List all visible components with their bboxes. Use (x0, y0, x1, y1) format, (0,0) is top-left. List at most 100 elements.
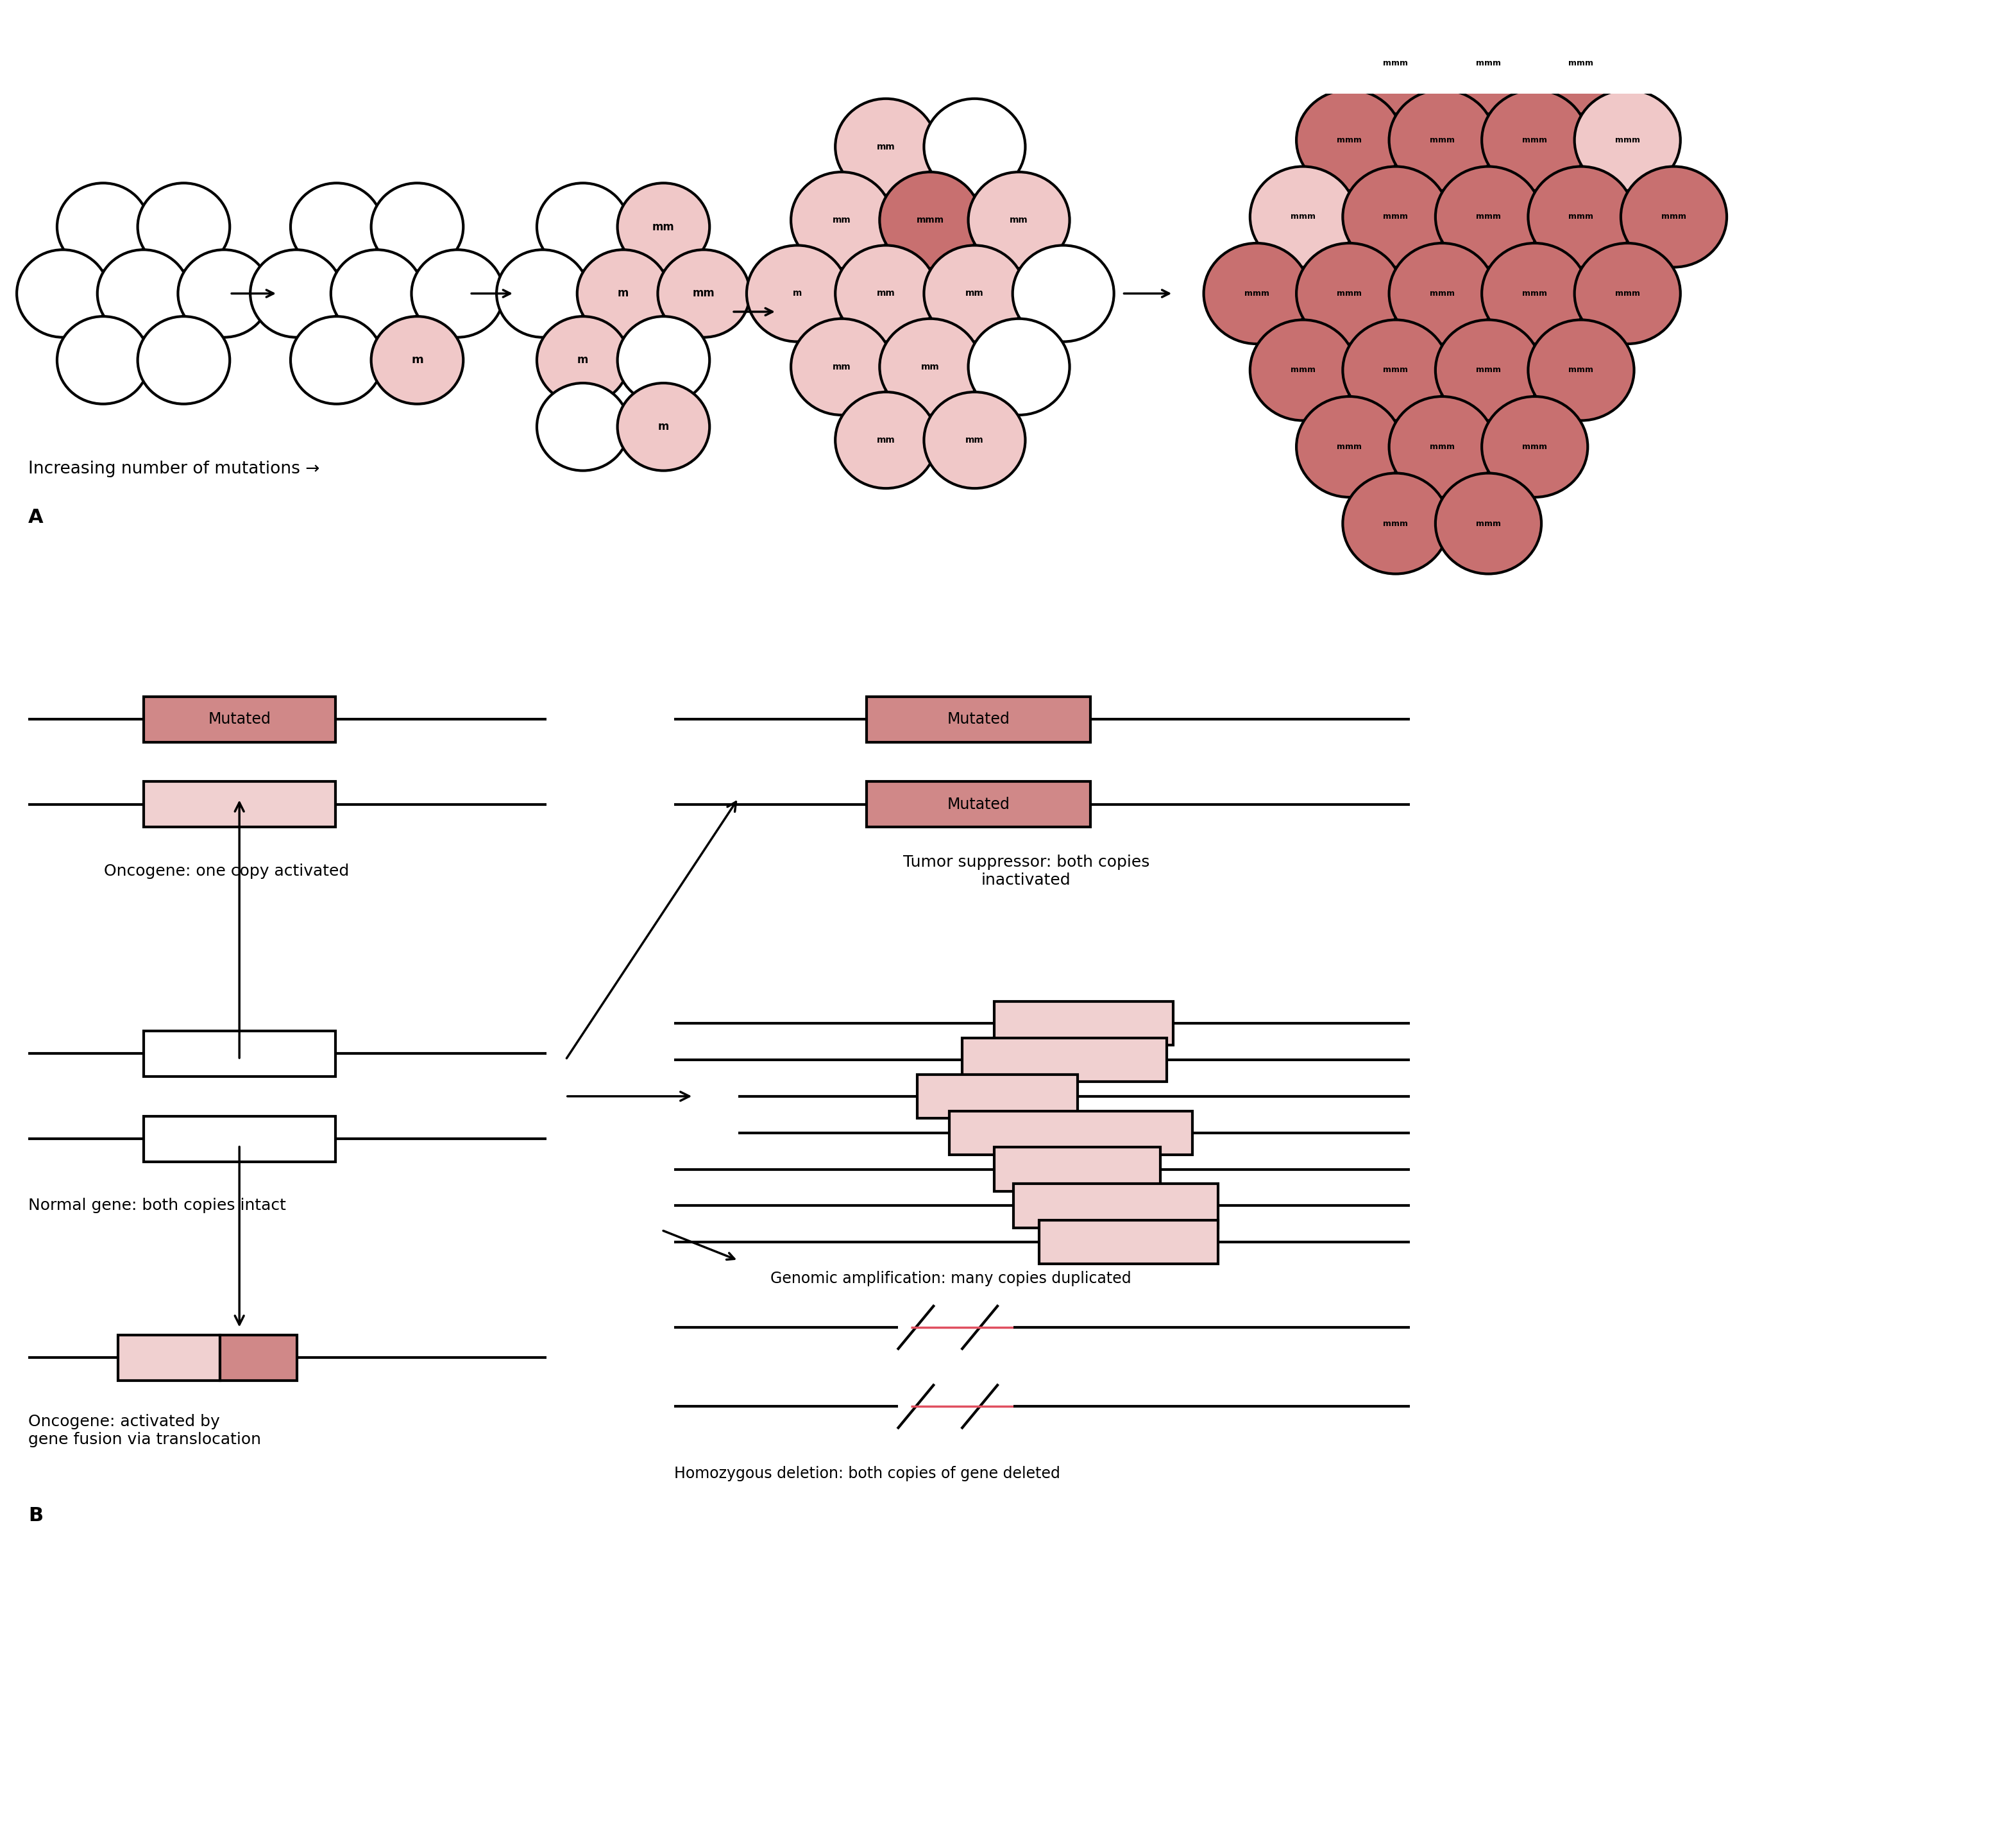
Text: Mutated: Mutated (948, 796, 1010, 813)
Circle shape (1389, 0, 1496, 37)
Bar (950, 1110, 1193, 1154)
Circle shape (1012, 246, 1115, 342)
Text: mmm: mmm (1568, 212, 1593, 222)
Bar (994, 1001, 1173, 1045)
Text: Tumor suppressor: both copies
inactivated: Tumor suppressor: both copies inactivate… (903, 855, 1149, 888)
Text: m: m (617, 288, 629, 299)
Bar (143, 781, 335, 827)
Circle shape (536, 382, 629, 471)
Text: mmm: mmm (1476, 519, 1500, 528)
Text: mmm: mmm (1290, 212, 1316, 222)
Circle shape (97, 249, 190, 338)
Circle shape (290, 316, 383, 404)
Bar (143, 1116, 335, 1162)
Circle shape (177, 249, 270, 338)
Circle shape (56, 183, 149, 272)
Circle shape (1389, 91, 1496, 190)
Circle shape (835, 392, 937, 488)
Text: Normal gene: both copies intact: Normal gene: both copies intact (28, 1199, 286, 1213)
Text: mmm: mmm (1476, 366, 1500, 375)
Text: mm: mm (653, 222, 675, 233)
Circle shape (879, 172, 982, 268)
Circle shape (496, 249, 589, 338)
Circle shape (331, 249, 423, 338)
Text: mmm: mmm (917, 216, 943, 225)
Circle shape (617, 316, 710, 404)
Circle shape (1343, 166, 1450, 268)
Circle shape (1435, 473, 1542, 574)
Circle shape (371, 183, 464, 272)
Circle shape (290, 183, 383, 272)
Circle shape (790, 320, 893, 416)
Circle shape (1528, 166, 1635, 268)
Circle shape (968, 172, 1070, 268)
Text: mm: mm (1010, 216, 1028, 225)
Text: mmm: mmm (1383, 519, 1409, 528)
Circle shape (617, 382, 710, 471)
Circle shape (1389, 397, 1496, 497)
Circle shape (250, 249, 343, 338)
Circle shape (137, 316, 230, 404)
Circle shape (1574, 244, 1681, 344)
Circle shape (1296, 91, 1403, 190)
Circle shape (835, 98, 937, 196)
Text: m: m (577, 355, 589, 366)
Circle shape (746, 246, 849, 342)
Circle shape (835, 246, 937, 342)
Circle shape (1528, 13, 1635, 115)
Text: Genomic amplification: many copies duplicated: Genomic amplification: many copies dupli… (770, 1271, 1131, 1286)
Text: mmm: mmm (1429, 443, 1456, 451)
Circle shape (577, 249, 669, 338)
Text: mmm: mmm (1337, 290, 1363, 297)
Bar (1014, 1184, 1218, 1228)
Bar (994, 1147, 1161, 1191)
Text: mm: mm (877, 288, 895, 297)
Text: B: B (28, 1507, 42, 1526)
Circle shape (1482, 244, 1589, 344)
Circle shape (1389, 244, 1496, 344)
Text: mmm: mmm (1383, 212, 1409, 222)
Text: mmm: mmm (1661, 212, 1685, 222)
Text: m: m (411, 355, 423, 366)
Text: Increasing number of mutations →: Increasing number of mutations → (28, 460, 321, 477)
Text: mmm: mmm (1290, 366, 1316, 375)
Circle shape (657, 249, 750, 338)
Circle shape (1204, 244, 1310, 344)
Bar (220, 1335, 296, 1380)
Circle shape (879, 320, 982, 416)
Bar (143, 1031, 335, 1077)
Circle shape (1574, 91, 1681, 190)
Text: mmm: mmm (1522, 443, 1546, 451)
Text: mmm: mmm (1337, 137, 1363, 144)
Circle shape (923, 392, 1026, 488)
Text: mmm: mmm (1568, 59, 1593, 68)
Circle shape (1343, 13, 1450, 115)
Text: mm: mm (877, 436, 895, 445)
Bar (917, 1075, 1077, 1117)
Text: A: A (28, 508, 44, 526)
Circle shape (1343, 473, 1450, 574)
Bar (143, 696, 335, 742)
Text: Homozygous deletion: both copies of gene deleted: Homozygous deletion: both copies of gene… (675, 1467, 1060, 1481)
Circle shape (1296, 397, 1403, 497)
Text: mmm: mmm (1476, 212, 1500, 222)
Circle shape (1621, 166, 1728, 268)
Bar (117, 1335, 220, 1380)
Circle shape (1528, 320, 1635, 421)
Bar (1038, 1221, 1218, 1263)
Circle shape (968, 320, 1070, 416)
Text: Oncogene: activated by
gene fusion via translocation: Oncogene: activated by gene fusion via t… (28, 1415, 262, 1448)
Circle shape (790, 172, 893, 268)
Bar (962, 1038, 1167, 1082)
Text: mm: mm (833, 362, 851, 371)
Text: mmm: mmm (1615, 137, 1639, 144)
Text: mmm: mmm (1337, 443, 1363, 451)
Circle shape (371, 316, 464, 404)
Text: mmm: mmm (1429, 290, 1456, 297)
Circle shape (1482, 397, 1589, 497)
Text: Mutated: Mutated (948, 711, 1010, 728)
Circle shape (617, 183, 710, 272)
Text: mm: mm (966, 288, 984, 297)
Text: m: m (657, 421, 669, 432)
Circle shape (16, 249, 109, 338)
